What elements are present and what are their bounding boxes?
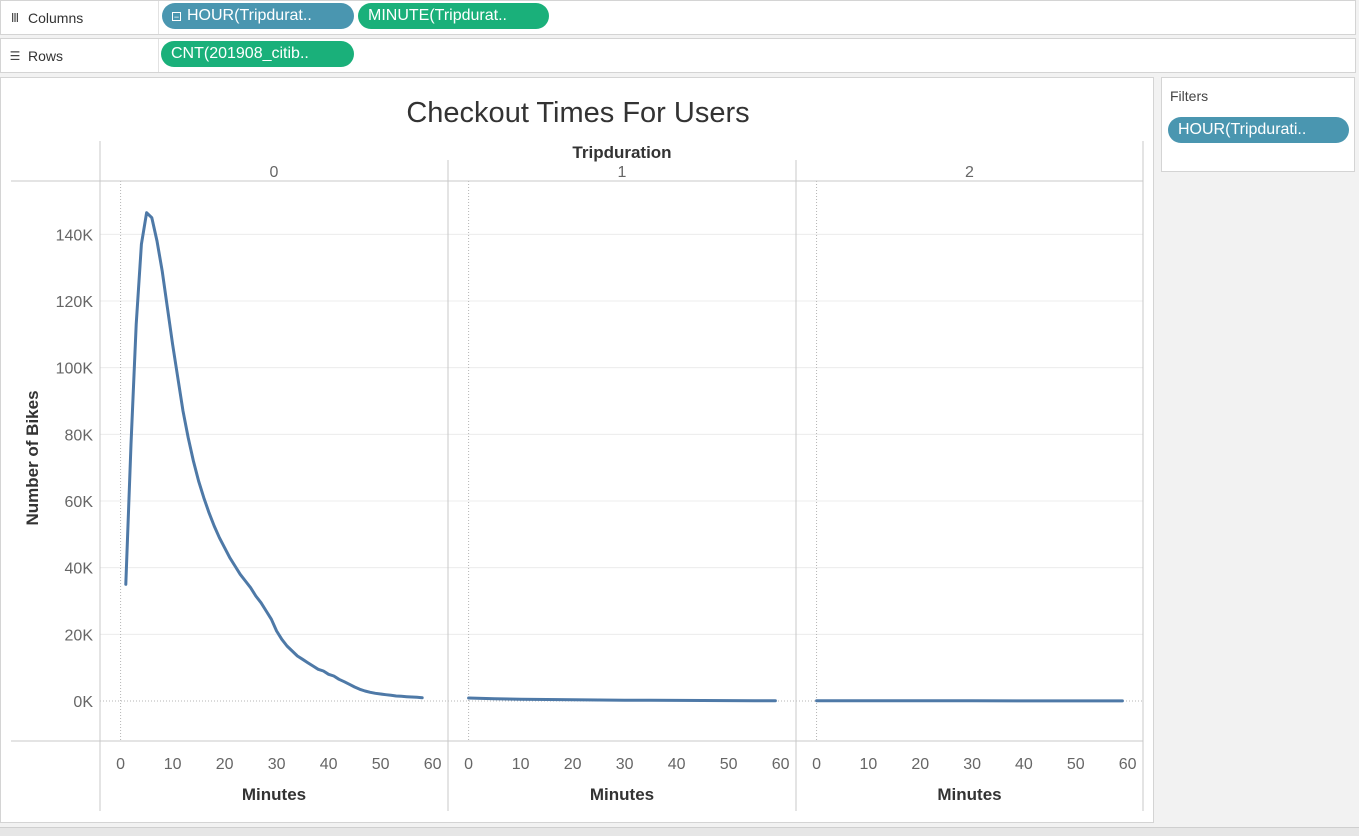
x-tick-label: 50 (1067, 756, 1085, 773)
x-axis-title: Minutes (937, 785, 1001, 804)
columns-pill-minute[interactable]: MINUTE(Tripdurat.. (358, 3, 549, 29)
columns-shelf-label: Ⅲ Columns (1, 1, 159, 34)
x-tick-label: 40 (668, 756, 686, 773)
x-tick-label: 10 (164, 756, 182, 773)
filters-title: Filters (1170, 88, 1208, 104)
rows-pill-count-label: CNT(201908_citib.. (171, 45, 309, 63)
columns-pill-hour[interactable]: − HOUR(Tripdurat.. (162, 3, 354, 29)
x-tick-label: 0 (464, 756, 473, 773)
series-line-panel-0[interactable] (126, 213, 422, 698)
y-tick-label: 100K (56, 361, 94, 378)
columns-icon: Ⅲ (8, 11, 22, 25)
x-tick-label: 30 (268, 756, 286, 773)
x-tick-label: 50 (372, 756, 390, 773)
filter-pill-hour[interactable]: HOUR(Tripdurati.. (1168, 117, 1349, 143)
filters-card: Filters HOUR(Tripdurati.. (1161, 77, 1355, 172)
x-tick-label: 30 (616, 756, 634, 773)
y-tick-label: 20K (65, 627, 94, 644)
x-tick-label: 40 (320, 756, 338, 773)
x-axis-title: Minutes (242, 785, 306, 804)
y-tick-label: 80K (65, 427, 94, 444)
x-tick-label: 60 (424, 756, 442, 773)
x-tick-label: 0 (116, 756, 125, 773)
worksheet-view: Checkout Times For Users Tripduration Nu… (0, 77, 1154, 823)
x-tick-label: 30 (963, 756, 981, 773)
chart-title: Checkout Times For Users (406, 97, 749, 129)
x-tick-label: 10 (512, 756, 530, 773)
rows-shelf-label: ☰ Rows (1, 39, 159, 72)
panel-header-2: 2 (965, 164, 974, 181)
rows-shelf[interactable]: ☰ Rows CNT(201908_citib.. (0, 38, 1356, 73)
x-tick-label: 40 (1015, 756, 1033, 773)
y-tick-label: 140K (56, 227, 94, 244)
x-tick-label: 20 (216, 756, 234, 773)
x-tick-label: 60 (772, 756, 790, 773)
columns-pill-hour-label: HOUR(Tripdurat.. (187, 7, 312, 25)
columns-shelf[interactable]: Ⅲ Columns − HOUR(Tripdurat.. MINUTE(Trip… (0, 0, 1356, 35)
columns-pill-minute-label: MINUTE(Tripdurat.. (368, 7, 507, 25)
y-axis-title: Number of Bikes (23, 390, 42, 525)
x-tick-label: 20 (564, 756, 582, 773)
x-tick-label: 50 (720, 756, 738, 773)
panel-header-1: 1 (618, 164, 627, 181)
rows-pill-count[interactable]: CNT(201908_citib.. (161, 41, 354, 67)
column-header-title: Tripduration (572, 143, 671, 162)
x-tick-label: 0 (812, 756, 821, 773)
y-tick-label: 0K (73, 694, 93, 711)
rows-label-text: Rows (28, 48, 63, 64)
y-tick-label: 60K (65, 494, 94, 511)
x-tick-label: 10 (860, 756, 878, 773)
x-axis-title: Minutes (590, 785, 654, 804)
line-chart: Checkout Times For Users Tripduration Nu… (1, 78, 1153, 822)
collapse-icon[interactable]: − (172, 12, 181, 21)
rows-icon: ☰ (8, 49, 22, 63)
y-tick-label: 40K (65, 561, 94, 578)
filter-pill-hour-label: HOUR(Tripdurati.. (1178, 121, 1306, 139)
y-tick-label: 120K (56, 294, 94, 311)
x-tick-label: 20 (911, 756, 929, 773)
x-tick-label: 60 (1119, 756, 1137, 773)
panel-header-0: 0 (270, 164, 279, 181)
series-line-panel-1[interactable] (469, 698, 776, 701)
columns-label-text: Columns (28, 10, 83, 26)
